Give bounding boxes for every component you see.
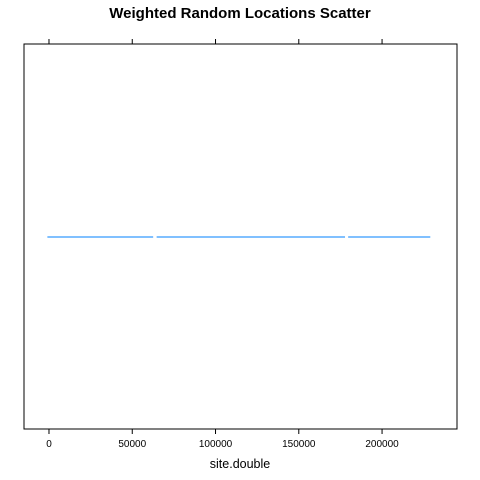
x-axis-top-ticks — [48, 39, 383, 44]
x-tick-label: 150000 — [282, 439, 316, 450]
chart-title: Weighted Random Locations Scatter — [109, 5, 371, 22]
x-tick-label: 0 — [46, 439, 52, 450]
x-tick-label: 200000 — [365, 439, 399, 450]
plot-panel — [23, 43, 458, 430]
x-axis-bottom: 0 50000 100000 150000 200000 — [46, 429, 399, 450]
x-tick-label: 100000 — [199, 439, 233, 450]
x-axis-label: site.double — [210, 457, 271, 471]
x-tick-label: 50000 — [118, 439, 146, 450]
